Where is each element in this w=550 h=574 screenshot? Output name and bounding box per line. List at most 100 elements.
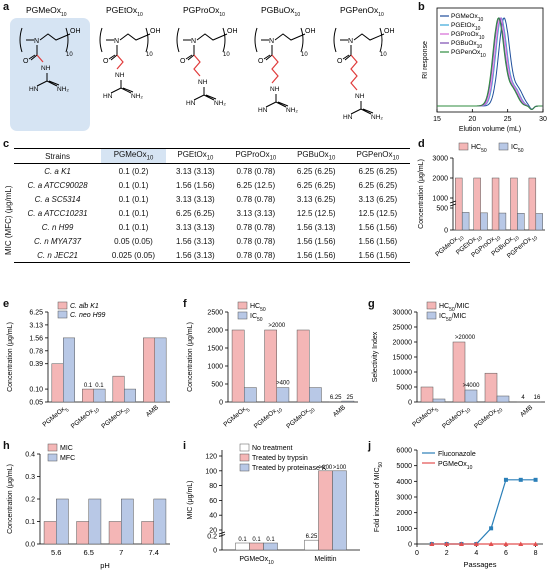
mol-bracket-right [65, 27, 69, 53]
chart-h-legend-label: MFC [60, 455, 75, 462]
chart-h-category-label: 7.4 [149, 548, 159, 557]
chart-g-category-label: PGMeOx10 [441, 404, 472, 433]
chart-g-ytick-label: 20000 [393, 340, 413, 347]
mol-atom-oh: OH [227, 28, 238, 35]
mol-carbonyl [187, 45, 195, 61]
mol-guanidine [350, 101, 374, 115]
chart-g-data-label: >20000 [455, 335, 476, 341]
chart-f-hc50-ic50: 0 500 1000 1500 2000 2500 Concentration (μg/mL… [187, 301, 358, 433]
mol-repeat: 10 [301, 52, 308, 58]
chart-f-data-label: >400 [276, 381, 290, 387]
table-row: C. n MYA737 0.05 (0.05) 1.56 (3.13) 0.78 (0… [14, 234, 410, 248]
mol-guanidine [265, 94, 289, 108]
mol-carbonyl [265, 45, 273, 61]
chart-e-bar [124, 388, 136, 403]
chart-d-legend-label: IC50 [511, 144, 524, 154]
table-c-value-cell: 1.56 (1.56) [176, 180, 215, 190]
chart-i-data-label: 0.1 [238, 537, 247, 543]
mol-bracket-left [333, 27, 337, 53]
chart-h-legend-swatch [47, 453, 58, 462]
mol-atom-hn: HN [343, 114, 353, 121]
chart-i-bar [332, 470, 347, 551]
mol-guanidine [110, 80, 134, 94]
table-c-value-cell: 1.56 (1.56) [358, 222, 398, 232]
panel-letter-i: i [183, 440, 187, 452]
chart-b-gpc: 15 20 25 30 Elution volume (mL) RI response PG… [422, 7, 547, 133]
chart-e-legend-swatch [57, 310, 68, 319]
mol-atom-hn: HN [29, 86, 39, 93]
chart-j-xtick-label: 8 [534, 550, 538, 557]
mol-atom-o: O [103, 58, 109, 65]
chart-e-bar [51, 363, 64, 403]
chart-g-bar [432, 398, 446, 403]
chart-j-point [518, 541, 524, 546]
chart-h-bar [88, 498, 102, 545]
chart-g-bar [464, 389, 478, 403]
chart-i-category-label: PGMeOx10 [239, 556, 274, 566]
mol-atom-nh2: NH₂ [371, 114, 383, 121]
table-c-value-cell: 0.1 (0.2) [118, 166, 149, 176]
chart-f-category-label: PGMeOx10 [253, 404, 284, 433]
table-c-value-cell: 1.56 (1.56) [296, 236, 336, 246]
mol-carbonyl [30, 45, 38, 61]
chart-i-bar [318, 470, 333, 551]
panel-letter-e: e [3, 298, 10, 310]
mol-atom-nh2: NH₂ [214, 100, 226, 107]
chart-g-legend-swatch [426, 311, 437, 320]
chart-g-legend-label: HC50/MIC [439, 303, 469, 313]
table-c-value-cell: 6.25 (6.25) [358, 166, 398, 176]
mol-bracket-left [254, 27, 258, 53]
chart-f-ytick-label: 2500 [207, 310, 223, 317]
table-c-value-cell: 1.56 (1.56) [358, 236, 398, 246]
chart-e-category-label: PGMeOx20 [100, 404, 131, 433]
chart-f-data-label: 6.25 [330, 395, 342, 401]
table-c-value-cell: 0.1 (0.1) [118, 180, 149, 190]
chart-h-bar [56, 498, 69, 545]
chart-g-ytick-label: 30000 [393, 310, 413, 317]
chart-h-ytick-label: 0.1 [25, 519, 35, 526]
mol-repeat: 10 [223, 52, 230, 58]
chart-j-point [429, 541, 435, 546]
chart-g-ylabel: Selectivity Index [372, 331, 379, 382]
mol-bracket-right [222, 27, 226, 53]
table-c-value-cell: 0.1 (0.1) [118, 208, 149, 218]
chart-e-bar [93, 388, 106, 403]
chart-g-ytick-label: 10000 [393, 370, 413, 377]
chart-f-bar [264, 329, 277, 403]
chart-e-mic-comparison: 0.05 0.10 0.39 0.78 1.56 3.13 6.25 Concentratio… [7, 301, 170, 433]
chart-j-ytick-label: 5000 [396, 463, 412, 470]
mol-bracket-right [300, 27, 304, 53]
chart-i-ytick-label: 100 [205, 468, 217, 475]
chart-d-bar [455, 177, 463, 231]
chart-e-category-label: PGMeOx10 [70, 404, 101, 433]
mol-atom-o: O [180, 58, 186, 65]
table-c-value-cell: 0.78 (0.78) [236, 166, 276, 176]
mol-atom-n: N [269, 38, 274, 45]
chart-f-bar [341, 400, 355, 403]
chart-b-legend-label: PGProOx10 [451, 31, 485, 41]
chart-f-category-label: PGMeOx20 [285, 404, 316, 433]
mol-backbone [261, 33, 306, 41]
chart-i-ytick-label: 20 [209, 528, 217, 535]
mol-atom-oh: OH [150, 28, 161, 35]
chart-g-selectivity: 0 5000 10000 15000 20000 25000 30000 Selectivit… [372, 301, 545, 433]
panel-letter-j: j [368, 440, 372, 452]
chart-f-data-label: >2000 [268, 323, 286, 329]
chart-j-legend-label: PGMeOx10 [438, 461, 473, 471]
chart-g-legend-swatch [426, 301, 437, 310]
chart-b-xtick-label: 15 [433, 116, 441, 123]
chart-i-bar [304, 539, 319, 551]
chart-f-category-label: PGMeOx5 [222, 404, 251, 431]
chart-e-ylabel: Concentration (μg/mL) [7, 322, 14, 392]
chart-h-ytick-label: 0.0 [25, 542, 35, 549]
chart-e-category-label: AMB [145, 404, 160, 418]
chart-d-axis-break [449, 200, 457, 207]
chart-i-legend-swatch [239, 463, 250, 472]
chart-f-bar [276, 387, 290, 403]
table-c-value-cell: 3.13 (3.13) [176, 166, 215, 176]
chart-d-bar [517, 213, 525, 231]
mol-bracket-right [145, 27, 149, 53]
chart-f-ylabel: Concentration (μg/mL) [187, 322, 194, 392]
mol-atom-nh: NH [41, 65, 51, 72]
chart-b-series-line [437, 17, 543, 111]
